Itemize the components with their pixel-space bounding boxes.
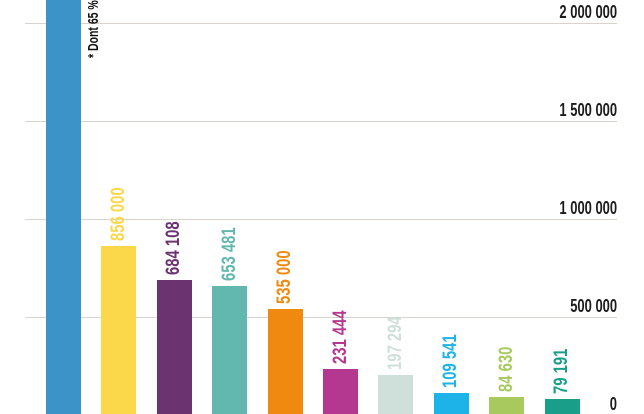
bar-value-label: 197 294	[384, 316, 406, 371]
gridline	[25, 120, 617, 122]
y-axis-tick-label: 1 500 000	[559, 99, 617, 120]
bar-value-label: 79 191	[551, 348, 573, 394]
bar-value-label: 653 481	[218, 227, 240, 281]
bar-value-label: 109 541	[440, 334, 462, 388]
bar-5	[323, 368, 358, 414]
bar-value-label: 231 444	[329, 310, 351, 364]
y-axis-tick-label: 1 000 000	[559, 197, 617, 218]
bar-value-label: 684 108	[163, 221, 185, 276]
bar-6	[378, 375, 414, 414]
gridline	[25, 316, 617, 318]
bar-3	[212, 286, 248, 414]
bar-9	[544, 398, 580, 414]
gridline	[25, 22, 617, 24]
footnote-annotation: * Dont 65 %	[85, 0, 102, 59]
y-axis-tick-label: 2 000 000	[559, 1, 617, 22]
gridline	[25, 218, 617, 220]
bar-4	[267, 309, 303, 414]
bar-value-label: 84 630	[495, 347, 517, 393]
bar-0	[46, 0, 81, 414]
bar-7	[433, 392, 469, 414]
bar-2	[156, 280, 192, 414]
bar-value-label: 535 000	[274, 250, 296, 305]
y-axis-tick-label: 500 000	[570, 295, 617, 316]
bar-value-label: 856 000	[107, 187, 129, 242]
bar-8	[489, 397, 525, 414]
bar-1	[101, 246, 137, 414]
y-axis-tick-label: 0	[609, 393, 617, 414]
